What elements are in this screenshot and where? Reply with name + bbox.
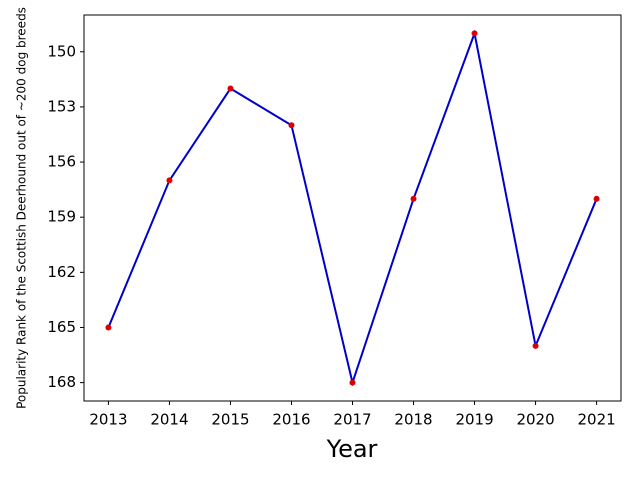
y-tick-label: 162 [47,263,76,281]
point [105,324,112,331]
line [107,29,598,387]
point [227,85,234,92]
x-axis-label: Year [326,435,378,463]
plot-frame [83,14,622,402]
point [349,379,356,386]
y-tick-label: 159 [47,208,76,226]
x-tick-label: 2015 [211,411,249,429]
x-tick-label: 2018 [394,411,432,429]
y-tick-label: 150 [47,42,76,60]
y-tick-label: 153 [47,97,76,115]
point [471,30,478,37]
x-tick-label: 2020 [516,411,554,429]
x-tick-label: 2014 [150,411,188,429]
point [532,342,539,349]
x-tick-label: 2017 [333,411,371,429]
point [410,195,417,202]
point [288,122,295,129]
x-tick-label: 2019 [455,411,493,429]
x-tick-label: 2021 [577,411,615,429]
y-tick-label: 168 [47,373,76,391]
point [166,177,173,184]
y-axis-label: Popularity Rank of the Scottish Deerhoun… [15,7,29,409]
point [593,195,600,202]
x-tick-label: 2013 [89,411,127,429]
y-tick-label: 165 [47,318,76,336]
x-tick-label: 2016 [272,411,310,429]
y-tick-label: 156 [47,153,76,171]
